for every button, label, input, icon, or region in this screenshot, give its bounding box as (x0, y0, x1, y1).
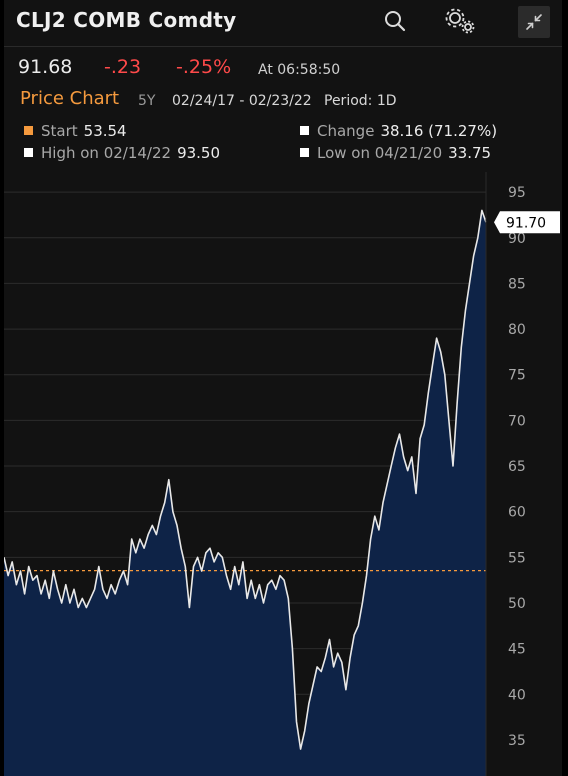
y-tick-label: 70 (508, 413, 526, 429)
period-label[interactable]: Period: 1D (324, 93, 397, 109)
y-tick-label: 95 (508, 185, 526, 201)
stat-change: Change 38.16 (71.27%) (300, 122, 497, 142)
change-label: Change (317, 122, 375, 140)
search-icon[interactable] (380, 6, 410, 36)
y-tick-label: 50 (508, 596, 526, 612)
change-value: 38.16 (71.27%) (380, 122, 498, 140)
y-tick-label: 55 (508, 550, 526, 566)
low-marker (300, 148, 309, 157)
last-price-tag: 91.70 (494, 211, 560, 234)
security-title: CLJ2 COMB Comdty (16, 8, 237, 32)
last-price: 91.68 (18, 56, 73, 78)
start-label: Start (41, 122, 78, 140)
quote-time: At 06:58:50 (258, 62, 341, 78)
price-line (4, 209, 487, 750)
last-price-tag-label: 91.70 (506, 215, 546, 231)
title-bar: CLJ2 COMB Comdty (4, 0, 562, 46)
net-change: -.23 (104, 56, 142, 78)
change-marker (300, 126, 309, 135)
start-marker (24, 126, 33, 135)
y-tick-label: 60 (508, 505, 526, 521)
title-divider (4, 46, 562, 47)
price-chart-label: Price Chart (20, 88, 120, 109)
y-tick-label: 80 (508, 322, 526, 338)
stat-high: High on 02/14/22 93.50 (24, 144, 220, 164)
date-range[interactable]: 02/24/17 - 02/23/22 (172, 93, 312, 109)
price-area (4, 210, 486, 776)
low-label: Low on 04/21/20 (317, 144, 443, 162)
percent-change: -.25% (176, 56, 232, 78)
y-tick-label: 45 (508, 642, 526, 658)
period-selector[interactable]: 5Y (138, 93, 156, 109)
high-value: 93.50 (177, 144, 221, 162)
y-tick-label: 65 (508, 459, 526, 475)
high-label: High on 02/14/22 (41, 144, 172, 162)
y-tick-label: 75 (508, 368, 526, 384)
y-tick-label: 35 (508, 733, 526, 749)
price-chart[interactable]: 35 40 45 50 55 60 65 70 75 80 85 90 95 91.70 (4, 172, 562, 776)
settings-icon[interactable] (440, 6, 480, 36)
y-tick-label: 85 (508, 276, 526, 292)
chart-panel: CLJ2 COMB Comdty (4, 0, 562, 776)
y-tick-label: 40 (508, 687, 526, 703)
y-tick-label: 90 (508, 231, 526, 247)
start-value: 53.54 (83, 122, 127, 140)
low-value: 33.75 (448, 144, 492, 162)
stat-start: Start 53.54 (24, 122, 127, 142)
high-marker (24, 148, 33, 157)
stat-low: Low on 04/21/20 33.75 (300, 144, 491, 164)
collapse-icon[interactable] (518, 6, 550, 38)
